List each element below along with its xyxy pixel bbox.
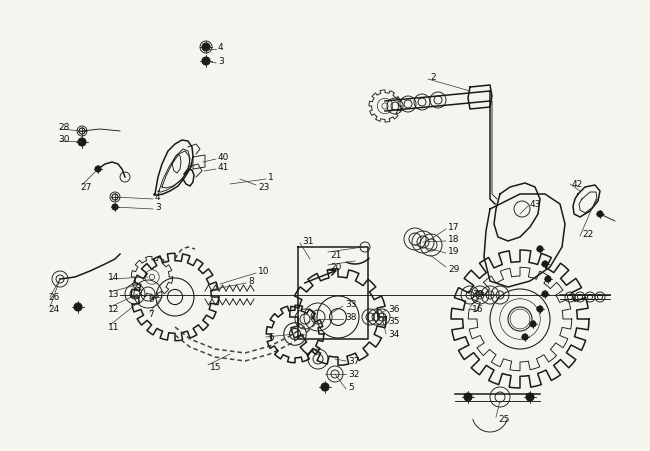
Text: 8: 8 [248, 277, 254, 286]
Text: 39: 39 [472, 290, 484, 299]
Text: 12: 12 [108, 305, 120, 314]
Circle shape [112, 205, 118, 211]
Text: 36: 36 [388, 305, 400, 314]
Text: 43: 43 [530, 200, 541, 209]
Text: 5: 5 [348, 382, 354, 391]
Text: 20: 20 [330, 263, 341, 272]
Text: 30: 30 [58, 135, 70, 144]
Text: 21: 21 [330, 250, 341, 259]
Text: 18: 18 [448, 235, 460, 244]
Circle shape [526, 393, 534, 401]
Circle shape [537, 246, 543, 253]
Circle shape [545, 276, 551, 282]
Circle shape [78, 139, 86, 147]
Text: 4: 4 [155, 193, 161, 202]
Text: 29: 29 [448, 265, 460, 274]
Text: 31: 31 [302, 237, 313, 246]
Text: 26: 26 [48, 293, 59, 302]
Circle shape [522, 334, 528, 340]
Text: 16: 16 [472, 305, 484, 314]
Text: 38: 38 [345, 313, 356, 322]
Text: 25: 25 [498, 414, 510, 423]
Text: 40: 40 [218, 153, 229, 162]
Text: 37: 37 [348, 357, 359, 366]
Text: 32: 32 [348, 370, 359, 379]
Text: 3: 3 [218, 57, 224, 66]
Text: 27: 27 [80, 183, 92, 192]
Text: 41: 41 [218, 163, 229, 172]
Text: 15: 15 [210, 363, 222, 372]
Text: 3: 3 [155, 203, 161, 212]
Circle shape [530, 321, 536, 327]
Circle shape [74, 304, 82, 311]
Text: 35: 35 [388, 317, 400, 326]
Text: 13: 13 [108, 290, 120, 299]
Text: 28: 28 [58, 123, 70, 132]
Circle shape [464, 393, 472, 401]
Text: 11: 11 [108, 323, 120, 332]
Text: 23: 23 [258, 183, 269, 192]
Text: 22: 22 [582, 230, 593, 239]
Circle shape [542, 262, 548, 267]
Text: 1: 1 [268, 173, 274, 182]
Circle shape [202, 44, 210, 52]
Circle shape [542, 291, 548, 297]
Text: 9: 9 [148, 295, 154, 304]
Text: 7: 7 [148, 310, 154, 319]
Text: 33: 33 [345, 300, 356, 309]
Text: 4: 4 [218, 43, 224, 52]
Text: 14: 14 [108, 273, 120, 282]
Circle shape [202, 58, 210, 66]
Text: 2: 2 [430, 74, 436, 83]
Circle shape [537, 306, 543, 312]
Circle shape [321, 383, 329, 391]
Circle shape [95, 166, 101, 173]
Circle shape [597, 212, 603, 217]
Text: 19: 19 [448, 247, 460, 256]
Text: 10: 10 [258, 267, 270, 276]
Text: 42: 42 [572, 180, 583, 189]
Text: 6: 6 [268, 333, 274, 342]
Text: 34: 34 [388, 330, 399, 339]
Text: 24: 24 [48, 305, 59, 314]
Text: 17: 17 [448, 223, 460, 232]
